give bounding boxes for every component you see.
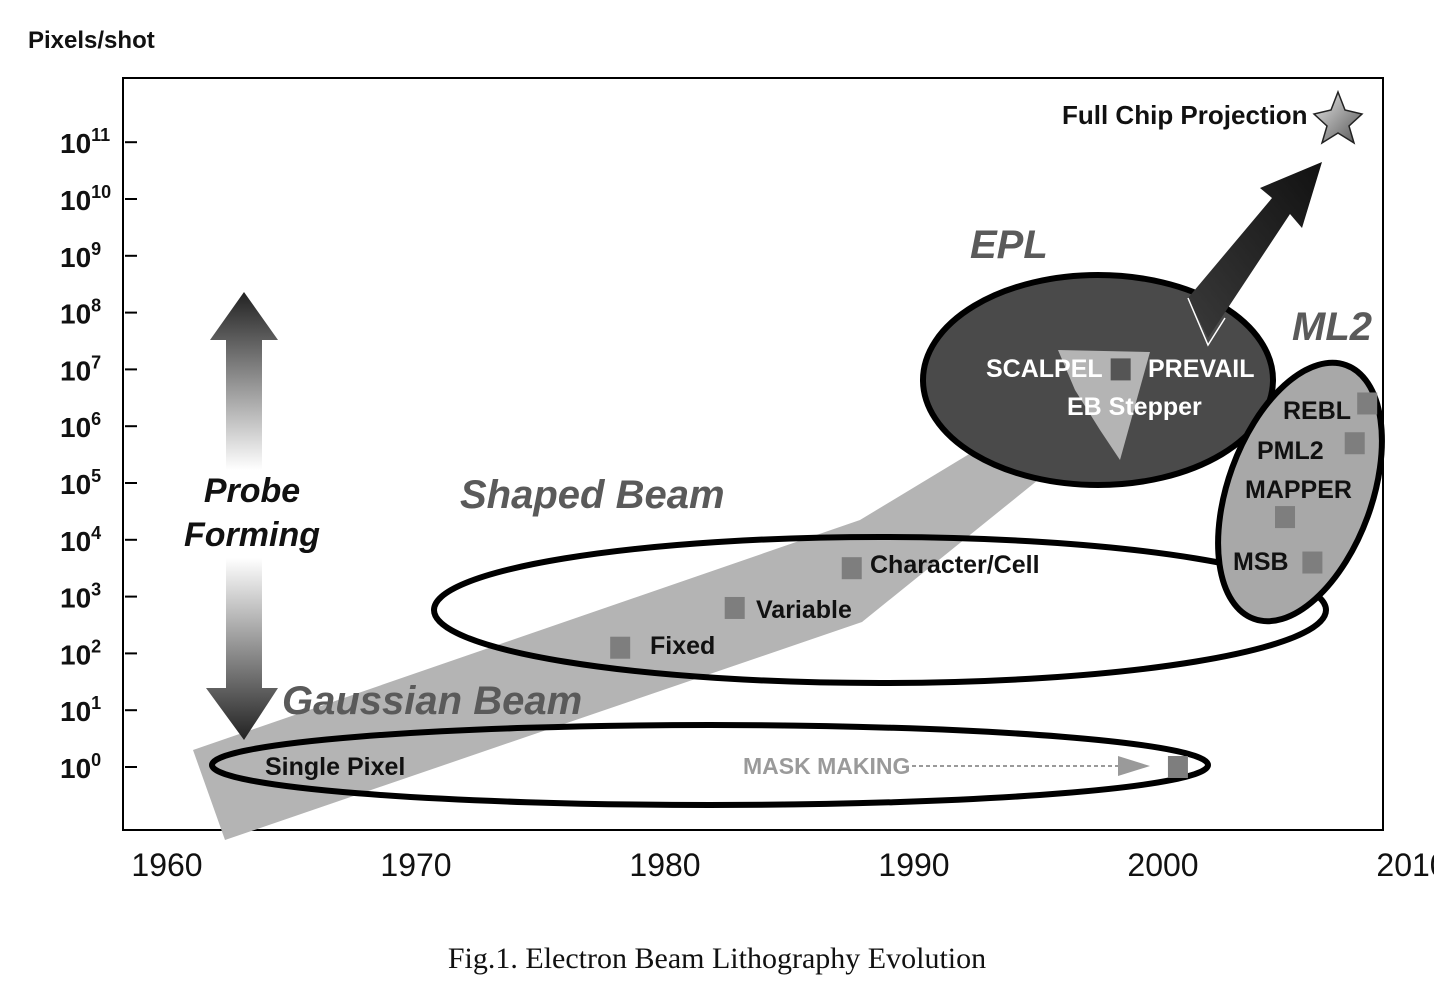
mask-making-label: MASK MAKING xyxy=(743,753,910,779)
full-chip-projection-label: Full Chip Projection xyxy=(1062,100,1308,130)
y-tick-label: 106 xyxy=(60,409,101,443)
pml2-label: PML2 xyxy=(1257,437,1324,465)
figure-caption: Fig.1. Electron Beam Lithography Evoluti… xyxy=(447,942,987,975)
y-tick-label: 1011 xyxy=(60,125,110,159)
fixed-label: Fixed xyxy=(650,632,715,660)
variable-label: Variable xyxy=(756,596,852,624)
ml2-label: ML2 xyxy=(1292,305,1372,349)
y-axis-label: Pixels/shot xyxy=(28,27,155,54)
y-tick-label: 107 xyxy=(60,352,101,386)
probe-forming-line1: Probe xyxy=(204,472,300,510)
data-marker xyxy=(1357,392,1378,415)
gaussian-beam-ellipse xyxy=(209,722,1211,808)
rebl-label: REBL xyxy=(1283,397,1351,425)
mask-making-arrowhead xyxy=(1118,756,1150,776)
y-tick-label: 1010 xyxy=(60,182,111,216)
y-tick-label: 105 xyxy=(60,466,101,500)
x-tick-label: 1980 xyxy=(629,847,700,883)
evolution-arrow xyxy=(193,350,1150,840)
y-tick-label: 101 xyxy=(60,693,101,727)
data-marker xyxy=(724,596,745,619)
full-chip-arrow xyxy=(1188,162,1322,338)
prevail-label: PREVAIL xyxy=(1148,355,1255,383)
probe-arrow-down xyxy=(206,558,278,740)
data-marker xyxy=(1275,506,1296,529)
x-ticks: 1960 1970 1980 1990 2000 2010 xyxy=(131,847,1434,883)
x-tick-label: 2010 xyxy=(1376,847,1434,883)
data-marker xyxy=(610,636,631,659)
data-marker xyxy=(1110,358,1131,381)
probe-arrow-up xyxy=(210,292,278,470)
scalpel-label: SCALPEL xyxy=(986,355,1103,383)
character-cell-label: Character/Cell xyxy=(870,551,1040,579)
data-marker xyxy=(841,557,862,580)
full-chip-arrow-outline xyxy=(1187,297,1226,347)
data-marker xyxy=(1167,756,1188,778)
y-tick-label: 104 xyxy=(60,523,101,557)
ml2-ellipse xyxy=(1215,359,1385,625)
y-tick-label: 100 xyxy=(60,750,101,784)
msb-label: MSB xyxy=(1233,548,1289,576)
data-markers xyxy=(610,358,1378,778)
x-tick-label: 1970 xyxy=(380,847,451,883)
eb-stepper-label: EB Stepper xyxy=(1067,393,1202,421)
y-tick-label: 102 xyxy=(60,636,101,670)
shaped-beam-ellipse xyxy=(431,534,1329,686)
mapper-label: MAPPER xyxy=(1245,476,1352,504)
gaussian-beam-label: Gaussian Beam xyxy=(282,679,582,723)
x-tick-label: 1990 xyxy=(878,847,949,883)
star-icon xyxy=(1312,89,1364,145)
y-ticks: 1011 1010 109 108 107 106 105 104 103 102 101 100 xyxy=(60,125,137,784)
x-tick-label: 2000 xyxy=(1127,847,1198,883)
probe-forming-line2: Forming xyxy=(184,516,320,554)
epl-label: EPL xyxy=(970,223,1048,267)
y-tick-label: 103 xyxy=(60,580,101,614)
data-marker xyxy=(1302,551,1323,574)
shaped-beam-label: Shaped Beam xyxy=(460,473,725,517)
x-tick-label: 1960 xyxy=(131,847,202,883)
y-tick-label: 109 xyxy=(60,239,101,273)
data-marker xyxy=(1344,432,1365,455)
y-tick-label: 108 xyxy=(60,296,101,330)
single-pixel-label: Single Pixel xyxy=(265,753,405,781)
